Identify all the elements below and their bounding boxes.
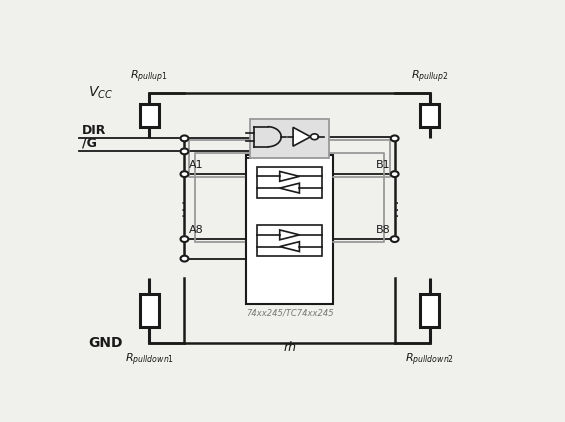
Bar — [257, 225, 323, 256]
Bar — [420, 104, 439, 127]
Text: DIR: DIR — [81, 124, 106, 137]
Circle shape — [181, 135, 188, 141]
Polygon shape — [280, 183, 299, 193]
Circle shape — [181, 256, 188, 262]
Text: .: . — [180, 200, 184, 214]
Text: B1: B1 — [376, 160, 390, 170]
Text: $V_{CC}$: $V_{CC}$ — [88, 85, 113, 101]
Text: .: . — [395, 200, 399, 214]
Text: .: . — [180, 193, 184, 207]
Bar — [140, 294, 159, 327]
Text: $R_{pullup2}$: $R_{pullup2}$ — [411, 68, 449, 85]
Text: .: . — [395, 206, 399, 220]
Text: $R_{pulldown2}$: $R_{pulldown2}$ — [405, 351, 454, 368]
Circle shape — [391, 171, 398, 177]
Circle shape — [181, 236, 188, 242]
Circle shape — [391, 135, 398, 141]
Bar — [257, 167, 323, 197]
Circle shape — [311, 134, 319, 140]
Text: 74xx245/TC74xx245: 74xx245/TC74xx245 — [246, 309, 333, 318]
Polygon shape — [293, 127, 311, 146]
Text: .: . — [395, 193, 399, 207]
Circle shape — [181, 171, 188, 177]
Text: $R_{pulldown1}$: $R_{pulldown1}$ — [125, 351, 174, 368]
Text: $R_{pullup1}$: $R_{pullup1}$ — [131, 68, 168, 85]
Polygon shape — [280, 171, 299, 181]
Text: .: . — [180, 206, 184, 220]
Text: B8: B8 — [376, 225, 390, 235]
Text: /G: /G — [81, 137, 97, 150]
Polygon shape — [280, 242, 299, 252]
Polygon shape — [280, 230, 299, 240]
Text: A8: A8 — [189, 225, 203, 235]
Text: GND: GND — [88, 336, 123, 350]
Text: rh: rh — [283, 341, 296, 354]
Bar — [420, 294, 439, 327]
Text: A1: A1 — [189, 160, 203, 170]
Circle shape — [391, 236, 398, 242]
Bar — [246, 154, 333, 304]
Circle shape — [181, 149, 188, 154]
FancyBboxPatch shape — [250, 119, 329, 158]
Bar — [140, 104, 159, 127]
